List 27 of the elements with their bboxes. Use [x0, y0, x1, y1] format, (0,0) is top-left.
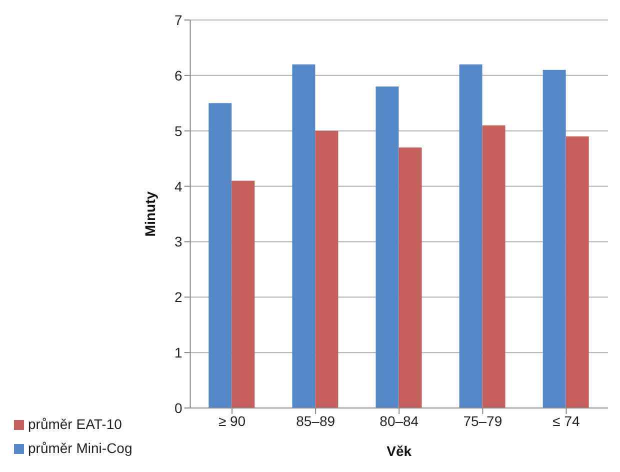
x-tick-label: 80–84	[380, 412, 419, 429]
y-tick-label: 7	[174, 12, 182, 28]
bar	[315, 130, 338, 408]
y-tick-label: 3	[174, 234, 182, 250]
y-tick-label: 4	[174, 178, 182, 194]
y-tick-label: 6	[174, 67, 182, 84]
bar	[376, 86, 399, 408]
x-tick-label: 75–79	[463, 412, 502, 429]
bar	[542, 70, 566, 408]
bar	[398, 147, 422, 408]
x-tick-label: ≤ 74	[552, 412, 580, 429]
y-axis-title: Minuty	[142, 191, 158, 237]
bar	[292, 64, 316, 408]
y-tick-label: 2	[174, 289, 182, 306]
y-tick-label: 0	[174, 400, 182, 416]
legend-label: průměr EAT-10	[28, 416, 122, 432]
legend-label: průměr Mini-Cog	[28, 440, 132, 456]
bar	[208, 103, 232, 408]
bar	[482, 125, 506, 408]
bar	[566, 136, 589, 408]
x-tick-label: 85–89	[296, 412, 336, 429]
y-tick-label: 1	[174, 344, 182, 361]
bar	[232, 180, 255, 408]
bar	[459, 64, 482, 408]
x-tick-label: ≥ 90	[218, 412, 246, 429]
y-tick-label: 5	[174, 122, 182, 139]
x-axis-title: Věk	[386, 443, 412, 459]
